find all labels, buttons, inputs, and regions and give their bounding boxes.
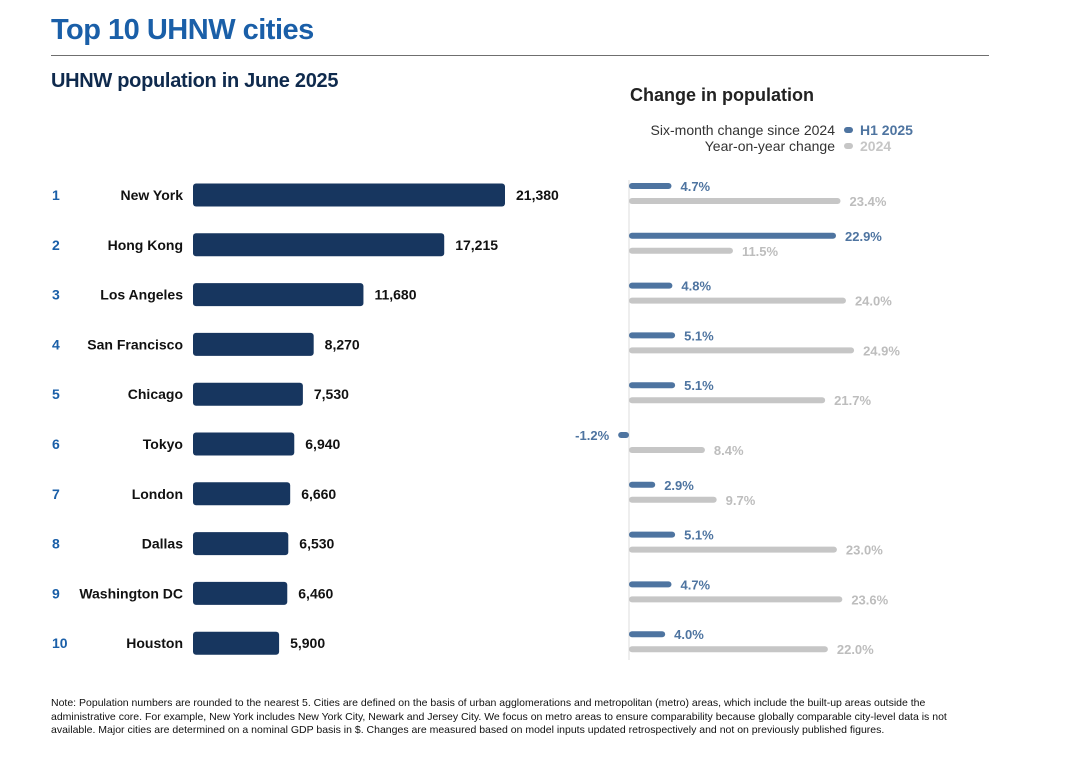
population-value-label: 6,460 (298, 585, 333, 601)
h1-2025-change-bar (629, 332, 676, 339)
population-bar (193, 233, 445, 257)
y2024-change-label: 21.7% (834, 393, 871, 408)
rank-label: 1 (52, 187, 60, 203)
h1-2025-change-bar (629, 232, 836, 239)
h1-2025-change-label: 5.1% (684, 378, 714, 393)
y2024-change-label: 23.6% (851, 592, 888, 607)
rank-label: 8 (52, 536, 60, 552)
y2024-change-bar (629, 198, 841, 204)
rank-label: 4 (52, 336, 60, 352)
city-label: New York (120, 187, 183, 203)
h1-2025-change-bar (629, 581, 672, 588)
population-value-label: 6,530 (299, 536, 334, 552)
population-bar (193, 382, 303, 406)
y2024-change-bar (629, 596, 843, 603)
y2024-change-label: 23.4% (850, 194, 887, 209)
y2024-change-bar (629, 247, 733, 254)
y2024-change-bar (629, 297, 846, 304)
population-chart-title: UHNW population in June 2025 (51, 70, 339, 92)
legend-h1-swatch (844, 127, 853, 133)
city-label: Dallas (142, 536, 183, 552)
population-value-label: 17,215 (455, 237, 498, 253)
legend-item-2024: Year-on-year change 2024 (560, 138, 920, 154)
legend-h1-key: H1 2025 (860, 122, 913, 138)
h1-2025-change-label: 4.7% (680, 577, 710, 592)
population-value-label: 5,900 (290, 635, 325, 651)
population-value-label: 6,940 (305, 436, 340, 452)
population-value-label: 8,270 (325, 336, 360, 352)
y2024-change-label: 24.9% (863, 343, 900, 358)
city-label: Hong Kong (108, 237, 183, 253)
rank-label: 5 (52, 386, 60, 402)
h1-2025-change-label: 5.1% (684, 328, 714, 343)
uhnw-cities-chart: 1 New York 21,380 4.7% 23.4% 2 Hong Kong 17,215… (52, 179, 900, 660)
y2024-change-label: 24.0% (855, 294, 892, 309)
h1-2025-change-label: 4.7% (680, 179, 710, 194)
h1-2025-change-bar (629, 382, 676, 389)
legend-2024-swatch (844, 143, 853, 149)
rank-label: 3 (52, 287, 60, 303)
population-value-label: 6,660 (301, 486, 336, 502)
y2024-change-bar (629, 496, 717, 503)
city-label: San Francisco (87, 336, 183, 352)
h1-2025-change-bar (629, 282, 673, 289)
legend-2024-key: 2024 (860, 138, 892, 154)
y2024-change-bar (629, 397, 826, 404)
population-bar (193, 581, 288, 605)
y2024-change-bar (629, 447, 705, 453)
population-bar (193, 482, 291, 506)
population-bar (193, 332, 314, 356)
h1-2025-change-label: 2.9% (664, 478, 694, 493)
y2024-change-label: 22.0% (837, 642, 874, 657)
rank-label: 9 (52, 585, 60, 601)
city-label: Washington DC (79, 585, 183, 601)
population-bar (193, 283, 364, 307)
rank-label: 7 (52, 486, 60, 502)
h1-2025-change-bar (629, 481, 656, 488)
legend-h1-description: Six-month change since 2024 (650, 122, 835, 138)
population-value-label: 21,380 (516, 187, 559, 203)
city-label: Tokyo (143, 436, 183, 452)
h1-2025-change-label: 4.8% (681, 279, 711, 294)
y2024-change-label: 23.0% (846, 543, 883, 558)
population-bar (193, 183, 505, 207)
legend-2024-description: Year-on-year change (704, 138, 835, 154)
h1-2025-change-bar (629, 631, 666, 638)
y2024-change-bar (629, 347, 855, 354)
h1-2025-change-label: 5.1% (684, 528, 714, 543)
rank-label: 10 (52, 635, 68, 651)
y2024-change-label: 9.7% (726, 493, 756, 508)
population-bar (193, 532, 289, 556)
y2024-change-label: 8.4% (714, 443, 744, 458)
rank-label: 6 (52, 436, 60, 452)
title-divider (51, 55, 989, 56)
y2024-change-label: 11.5% (742, 244, 779, 259)
population-bar (193, 432, 295, 456)
rank-label: 2 (52, 237, 60, 253)
h1-2025-change-label: 22.9% (845, 229, 882, 244)
y2024-change-bar (629, 546, 837, 553)
city-label: Houston (126, 635, 183, 651)
city-label: Chicago (128, 386, 183, 402)
city-label: London (132, 486, 183, 502)
population-bar (193, 631, 280, 655)
city-label: Los Angeles (100, 287, 183, 303)
h1-2025-change-label: 4.0% (674, 627, 704, 642)
footnote: Note: Population numbers are rounded to … (51, 697, 947, 736)
population-value-label: 7,530 (314, 386, 349, 402)
h1-2025-change-label: -1.2% (575, 428, 609, 443)
h1-2025-change-bar (629, 531, 676, 538)
population-value-label: 11,680 (374, 287, 416, 303)
legend-item-h1-2025: Six-month change since 2024 H1 2025 (560, 122, 920, 138)
y2024-change-bar (629, 646, 828, 653)
h1-2025-change-bar (618, 432, 629, 438)
h1-2025-change-bar (629, 183, 672, 189)
page-title: Top 10 UHNW cities (51, 14, 314, 46)
change-chart-title: Change in population (630, 85, 814, 105)
